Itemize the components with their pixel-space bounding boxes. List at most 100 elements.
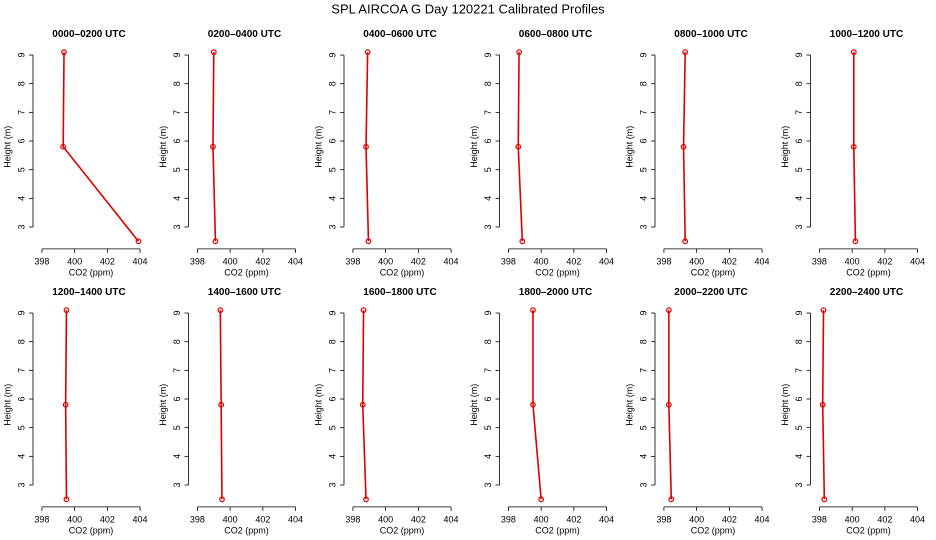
x-tick-label: 404 xyxy=(288,514,303,524)
y-tick-label: 4 xyxy=(172,196,182,201)
profile-line xyxy=(62,52,140,242)
x-tick-label: 398 xyxy=(812,256,827,266)
profile-point xyxy=(850,49,857,56)
y-tick-label: 9 xyxy=(638,311,648,316)
y-tick-label: 3 xyxy=(327,224,337,229)
x-axis-label: CO2 (ppm) xyxy=(535,267,580,277)
x-tick-label: 398 xyxy=(501,256,516,266)
y-tick-label: 3 xyxy=(16,482,26,487)
x-tick-label: 398 xyxy=(345,514,360,524)
panel-title: 1600–1800 UTC xyxy=(363,287,436,298)
x-tick-label: 402 xyxy=(722,256,737,266)
profile-line xyxy=(532,310,542,500)
x-tick-label: 398 xyxy=(190,514,205,524)
x-axis-label: CO2 (ppm) xyxy=(224,525,269,535)
x-tick-label: 404 xyxy=(755,514,770,524)
y-tick-label: 6 xyxy=(172,139,182,144)
y-tick-label: 8 xyxy=(327,339,337,344)
profile-point xyxy=(519,238,526,245)
profile-point xyxy=(360,307,367,314)
y-tick-label: 8 xyxy=(327,81,337,86)
profile-point xyxy=(219,496,225,503)
x-tick-label: 402 xyxy=(255,256,270,266)
y-tick-label: 6 xyxy=(794,139,804,144)
profile-line xyxy=(365,52,370,242)
x-tick-label: 398 xyxy=(34,256,49,266)
profile-point xyxy=(538,496,545,503)
x-tick-label: 404 xyxy=(133,514,148,524)
profile-point xyxy=(516,49,522,56)
y-axis-label: Height (m) xyxy=(780,126,790,168)
y-tick-label: 7 xyxy=(172,368,182,373)
y-axis-label: Height (m) xyxy=(158,126,168,168)
profile-line xyxy=(682,52,686,242)
profile-point xyxy=(665,307,672,314)
panel-title: 1800–2000 UTC xyxy=(519,287,592,298)
profile-line xyxy=(64,310,68,500)
profile-point xyxy=(682,238,689,245)
y-axis-label: Height (m) xyxy=(780,384,790,426)
y-tick-label: 7 xyxy=(794,110,804,115)
y-tick-label: 3 xyxy=(483,482,493,487)
y-tick-label: 4 xyxy=(638,454,648,459)
x-tick-label: 404 xyxy=(288,256,303,266)
x-axis-label: CO2 (ppm) xyxy=(380,267,425,277)
x-axis-label: CO2 (ppm) xyxy=(691,267,736,277)
profile-point xyxy=(852,238,859,245)
y-tick-label: 3 xyxy=(483,224,493,229)
y-tick-label: 7 xyxy=(327,368,337,373)
y-tick-label: 5 xyxy=(327,425,337,430)
x-tick-label: 402 xyxy=(411,256,426,266)
profile-point xyxy=(135,238,142,245)
y-tick-label: 7 xyxy=(483,368,493,373)
profile-point xyxy=(217,307,224,314)
y-axis-label: Height (m) xyxy=(469,126,479,168)
y-tick-label: 5 xyxy=(794,167,804,172)
y-axis-label: Height (m) xyxy=(158,384,168,426)
panel-title: 0200–0400 UTC xyxy=(208,29,281,40)
y-axis-label: Height (m) xyxy=(469,384,479,426)
y-tick-label: 7 xyxy=(638,110,648,115)
y-tick-label: 7 xyxy=(483,110,493,115)
y-tick-label: 6 xyxy=(483,139,493,144)
x-tick-label: 398 xyxy=(656,256,671,266)
profile-line xyxy=(668,310,673,500)
y-tick-label: 3 xyxy=(794,224,804,229)
y-tick-label: 5 xyxy=(794,425,804,430)
profile-point xyxy=(680,143,687,150)
y-tick-label: 3 xyxy=(16,224,26,229)
y-tick-label: 7 xyxy=(327,110,337,115)
y-tick-label: 9 xyxy=(794,53,804,58)
profile-point xyxy=(60,143,67,150)
x-tick-label: 402 xyxy=(100,256,115,266)
profile-line xyxy=(852,52,857,242)
x-tick-label: 398 xyxy=(34,514,49,524)
x-tick-label: 402 xyxy=(411,514,426,524)
y-tick-label: 6 xyxy=(483,397,493,402)
x-tick-label: 404 xyxy=(599,256,614,266)
profile-point xyxy=(821,496,828,503)
y-tick-label: 8 xyxy=(172,81,182,86)
y-tick-label: 6 xyxy=(16,139,26,144)
y-tick-label: 9 xyxy=(483,311,493,316)
x-tick-label: 402 xyxy=(255,514,270,524)
x-tick-label: 400 xyxy=(689,514,704,524)
y-tick-label: 4 xyxy=(483,454,493,459)
y-tick-label: 5 xyxy=(483,167,493,172)
y-tick-label: 4 xyxy=(327,454,337,459)
y-tick-label: 4 xyxy=(16,196,26,201)
y-tick-label: 7 xyxy=(16,368,26,373)
y-tick-label: 8 xyxy=(483,81,493,86)
y-tick-label: 9 xyxy=(16,311,26,316)
x-tick-label: 398 xyxy=(656,514,671,524)
x-tick-label: 400 xyxy=(845,256,860,266)
x-tick-label: 398 xyxy=(190,256,205,266)
y-tick-label: 5 xyxy=(483,425,493,430)
y-axis-label: Height (m) xyxy=(624,384,634,426)
profile-point xyxy=(61,49,67,56)
x-tick-label: 402 xyxy=(566,514,581,524)
x-axis-label: CO2 (ppm) xyxy=(535,525,580,535)
y-tick-label: 5 xyxy=(16,167,26,172)
panel-title: 0800–1000 UTC xyxy=(674,29,747,40)
y-tick-label: 8 xyxy=(172,339,182,344)
